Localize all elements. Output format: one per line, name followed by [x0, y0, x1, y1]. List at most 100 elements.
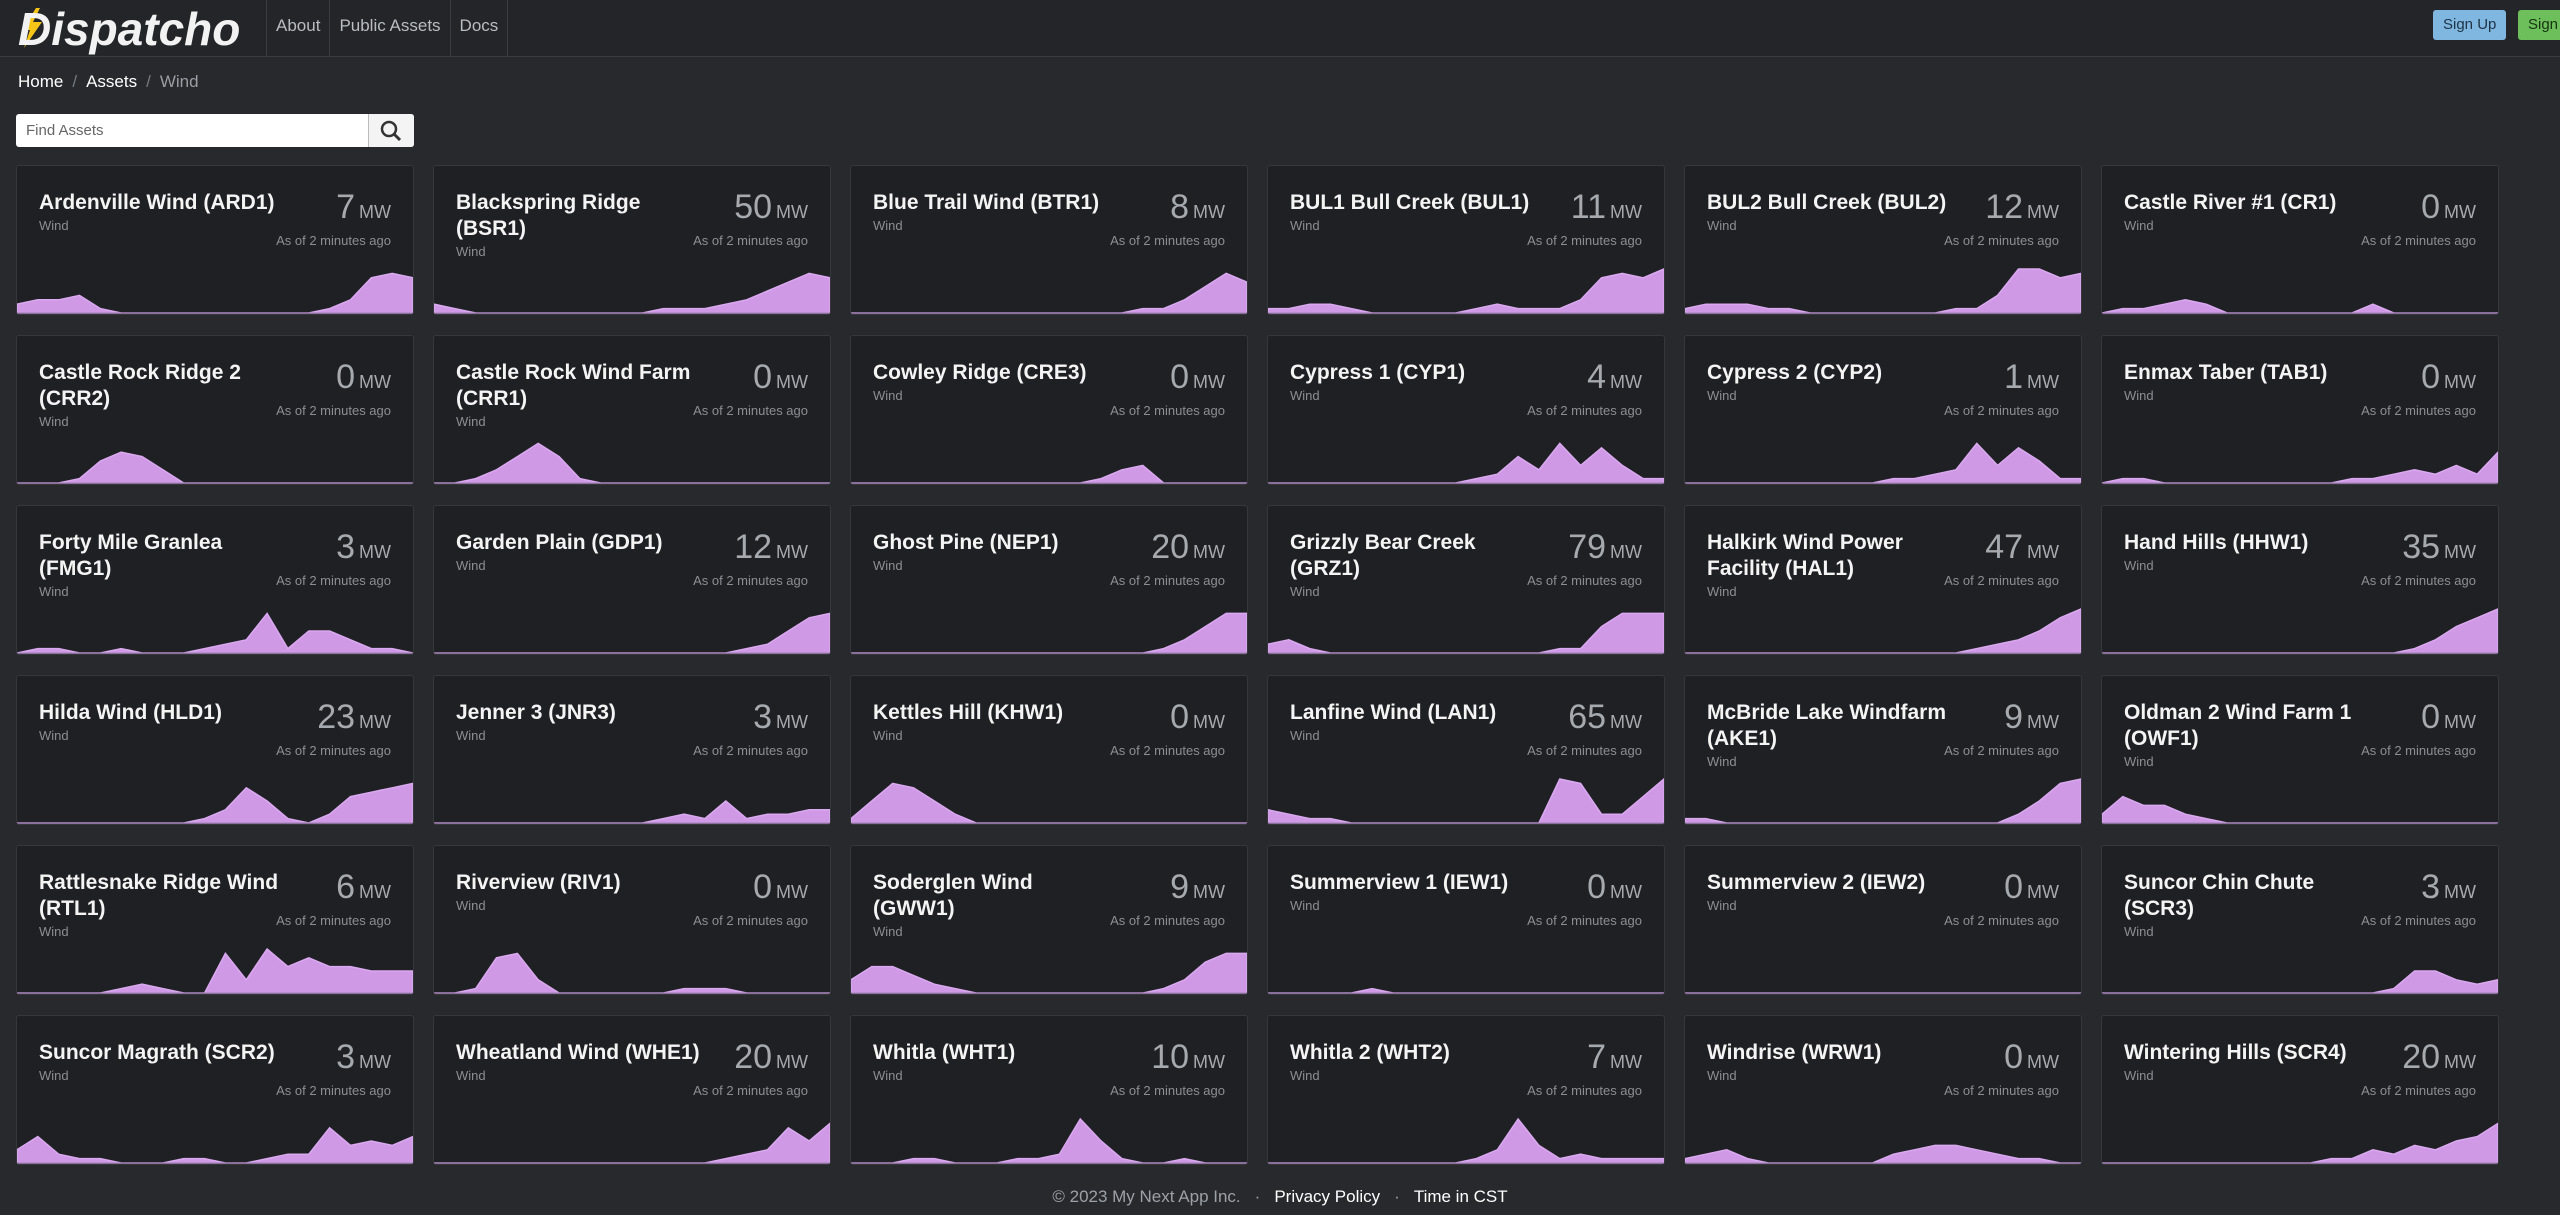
- sign-in-button[interactable]: Sign In: [2518, 10, 2560, 40]
- asset-card[interactable]: McBride Lake Windfarm (AKE1) Wind 9 MW As of…: [1684, 675, 2082, 825]
- output-value: 10: [1151, 1038, 1190, 1076]
- asset-card[interactable]: Blue Trail Wind (BTR1) Wind 8 MW As of 2 min…: [850, 165, 1248, 315]
- asset-card[interactable]: Wintering Hills (SCR4) Wind 20 MW As of 2 mi…: [2101, 1015, 2499, 1165]
- asset-output: 0 MW: [1587, 868, 1642, 907]
- updated-time: As of 2 minutes ago: [693, 233, 808, 248]
- breadcrumb-link[interactable]: Home: [18, 72, 64, 91]
- asset-card[interactable]: Rattlesnake Ridge Wind (RTL1) Wind 6 MW As o…: [16, 845, 414, 995]
- sparkline: [434, 1122, 830, 1164]
- asset-title: Suncor Chin Chute (SCR3): [2124, 871, 2315, 920]
- breadcrumb: Home / Assets / Wind: [18, 72, 199, 92]
- output-unit: MW: [776, 542, 808, 562]
- search-button[interactable]: [368, 114, 414, 147]
- asset-card[interactable]: Kettles Hill (KHW1) Wind 0 MW As of 2 minute…: [850, 675, 1248, 825]
- output-unit: MW: [2027, 712, 2059, 732]
- asset-type: Wind: [39, 584, 69, 599]
- asset-output: 3 MW: [2421, 868, 2476, 907]
- asset-card[interactable]: Oldman 2 Wind Farm 1 (OWF1) Wind 0 MW As of …: [2101, 675, 2499, 825]
- asset-output: 65 MW: [1568, 698, 1642, 737]
- asset-type: Wind: [873, 218, 903, 233]
- search-box[interactable]: Find Assets: [16, 114, 414, 147]
- updated-time: As of 2 minutes ago: [2361, 403, 2476, 418]
- updated-time: As of 2 minutes ago: [693, 743, 808, 758]
- brand[interactable]: Dispatcho: [18, 3, 241, 55]
- nav-link[interactable]: Docs: [449, 0, 509, 56]
- sparkline: [17, 782, 413, 824]
- footer-link[interactable]: Privacy Policy: [1274, 1187, 1381, 1206]
- asset-card[interactable]: Enmax Taber (TAB1) Wind 0 MW As of 2 minutes…: [2101, 335, 2499, 485]
- asset-name: Hilda Wind (HLD1) Wind: [39, 700, 284, 746]
- search-placeholder: Find Assets: [26, 122, 104, 139]
- asset-card[interactable]: Garden Plain (GDP1) Wind 12 MW As of 2 minut…: [433, 505, 831, 655]
- asset-title: Cypress 1 (CYP1): [1290, 361, 1466, 384]
- asset-card[interactable]: BUL2 Bull Creek (BUL2) Wind 12 MW As of 2 mi…: [1684, 165, 2082, 315]
- asset-card[interactable]: Summerview 1 (IEW1) Wind 0 MW As of 2 minute…: [1267, 845, 1665, 995]
- asset-card[interactable]: Soderglen Wind (GWW1) Wind 9 MW As of 2 minu…: [850, 845, 1248, 995]
- nav-link[interactable]: Public Assets: [329, 0, 449, 56]
- asset-card[interactable]: Castle Rock Wind Farm (CRR1) Wind 0 MW As of…: [433, 335, 831, 485]
- sparkline: [1685, 1144, 2081, 1164]
- asset-type: Wind: [1707, 898, 1737, 913]
- sparkline-area: [851, 464, 1247, 484]
- asset-card[interactable]: Castle Rock Ridge 2 (CRR2) Wind 0 MW As of 2…: [16, 335, 414, 485]
- asset-output: 35 MW: [2402, 528, 2476, 567]
- asset-type: Wind: [873, 558, 903, 573]
- asset-card[interactable]: Cowley Ridge (CRE3) Wind 0 MW As of 2 minute…: [850, 335, 1248, 485]
- output-value: 20: [1151, 528, 1190, 566]
- sparkline-area: [17, 612, 413, 654]
- output-value: 0: [753, 358, 773, 396]
- asset-card[interactable]: Wheatland Wind (WHE1) Wind 20 MW As of 2 min…: [433, 1015, 831, 1165]
- asset-card[interactable]: Ardenville Wind (ARD1) Wind 7 MW As of 2 min…: [16, 165, 414, 315]
- output-value: 65: [1568, 698, 1607, 736]
- updated-time: As of 2 minutes ago: [1110, 913, 1225, 928]
- output-unit: MW: [1610, 202, 1642, 222]
- sparkline: [1268, 987, 1664, 994]
- updated-time: As of 2 minutes ago: [1527, 1083, 1642, 1098]
- breadcrumb-separator: /: [72, 72, 78, 91]
- asset-card[interactable]: Suncor Chin Chute (SCR3) Wind 3 MW As of 2 m…: [2101, 845, 2499, 995]
- asset-card[interactable]: Hilda Wind (HLD1) Wind 23 MW As of 2 minutes…: [16, 675, 414, 825]
- asset-type: Wind: [39, 728, 69, 743]
- asset-type: Wind: [1707, 754, 1737, 769]
- asset-card[interactable]: Ghost Pine (NEP1) Wind 20 MW As of 2 minutes…: [850, 505, 1248, 655]
- updated-time: As of 2 minutes ago: [1110, 573, 1225, 588]
- asset-name: Ardenville Wind (ARD1) Wind: [39, 190, 284, 236]
- asset-card[interactable]: Riverview (RIV1) Wind 0 MW As of 2 minutes a…: [433, 845, 831, 995]
- asset-card[interactable]: Cypress 2 (CYP2) Wind 1 MW As of 2 minutes a…: [1684, 335, 2082, 485]
- asset-card[interactable]: Cypress 1 (CYP1) Wind 4 MW As of 2 minutes a…: [1267, 335, 1665, 485]
- asset-card[interactable]: Summerview 2 (IEW2) Wind 0 MW As of 2 minute…: [1684, 845, 2082, 995]
- asset-output: 7 MW: [336, 188, 391, 227]
- asset-title: Jenner 3 (JNR3): [456, 701, 616, 724]
- asset-title: Suncor Magrath (SCR2): [39, 1041, 275, 1064]
- asset-card[interactable]: Castle River #1 (CR1) Wind 0 MW As of 2 minu…: [2101, 165, 2499, 315]
- footer-link[interactable]: Time in CST: [1413, 1187, 1508, 1206]
- asset-card[interactable]: Whitla 2 (WHT2) Wind 7 MW As of 2 minutes ag…: [1267, 1015, 1665, 1165]
- sign-up-button[interactable]: Sign Up: [2433, 10, 2507, 40]
- asset-type: Wind: [2124, 558, 2154, 573]
- output-value: 3: [2421, 868, 2441, 906]
- asset-type: Wind: [39, 924, 69, 939]
- asset-type: Wind: [2124, 218, 2154, 233]
- asset-card[interactable]: Halkirk Wind Power Facility (HAL1) Wind 47…: [1684, 505, 2082, 655]
- output-unit: MW: [2444, 882, 2476, 902]
- asset-name: Cypress 1 (CYP1) Wind: [1290, 360, 1535, 406]
- asset-card[interactable]: Whitla (WHT1) Wind 10 MW As of 2 minutes ago: [850, 1015, 1248, 1165]
- output-value: 0: [2421, 188, 2441, 226]
- asset-card[interactable]: Windrise (WRW1) Wind 0 MW As of 2 minutes ag…: [1684, 1015, 2082, 1165]
- asset-title: Garden Plain (GDP1): [456, 531, 663, 554]
- asset-card[interactable]: Hand Hills (HHW1) Wind 35 MW As of 2 minutes…: [2101, 505, 2499, 655]
- asset-card[interactable]: Suncor Magrath (SCR2) Wind 3 MW As of 2 minu…: [16, 1015, 414, 1165]
- asset-card[interactable]: Jenner 3 (JNR3) Wind 3 MW As of 2 minutes ag…: [433, 675, 831, 825]
- asset-card[interactable]: Grizzly Bear Creek (GRZ1) Wind 79 MW As of 2…: [1267, 505, 1665, 655]
- breadcrumb-link[interactable]: Assets: [86, 72, 138, 91]
- asset-card[interactable]: Lanfine Wind (LAN1) Wind 65 MW As of 2 minut…: [1267, 675, 1665, 825]
- output-unit: MW: [2027, 542, 2059, 562]
- asset-name: Suncor Magrath (SCR2) Wind: [39, 1040, 284, 1086]
- asset-card[interactable]: Blackspring Ridge (BSR1) Wind 50 MW As of 2 …: [433, 165, 831, 315]
- output-value: 0: [2421, 358, 2441, 396]
- nav-link[interactable]: About: [266, 0, 329, 56]
- asset-card[interactable]: Forty Mile Granlea (FMG1) Wind 3 MW As of 2 …: [16, 505, 414, 655]
- sparkline: [851, 612, 1247, 654]
- asset-card[interactable]: BUL1 Bull Creek (BUL1) Wind 11 MW As of 2 mi…: [1267, 165, 1665, 315]
- output-value: 3: [753, 698, 773, 736]
